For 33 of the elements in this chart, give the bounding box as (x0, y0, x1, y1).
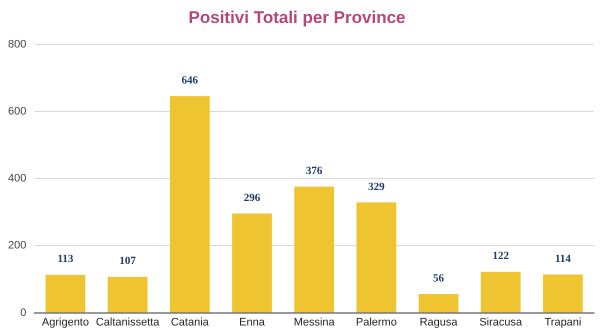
data-label: 122 (492, 250, 510, 262)
chart-title: Positivi Totali per Province (188, 8, 406, 27)
x-tick-label: Trapani (544, 316, 582, 328)
y-tick-label: 200 (8, 240, 26, 252)
y-tick-label: 400 (8, 172, 26, 185)
bar (294, 186, 334, 312)
data-label: 107 (119, 255, 136, 268)
bar (170, 96, 210, 312)
x-tick-label: Ragusa (420, 316, 458, 328)
bar (418, 294, 458, 312)
data-label: 646 (182, 74, 199, 86)
y-tick-label: 600 (8, 106, 26, 118)
x-tick-label: Caltanissetta (96, 316, 160, 328)
x-tick-label: Catania (170, 316, 210, 328)
bar (46, 274, 86, 312)
x-tick-label: Agrigento (42, 316, 89, 328)
x-tick-label: Enna (239, 316, 266, 328)
y-tick-label: 0 (20, 306, 26, 319)
bar (480, 272, 521, 312)
data-label: 56 (433, 272, 445, 284)
bar (356, 202, 396, 312)
data-label: 296 (244, 192, 261, 204)
bar (108, 276, 148, 312)
data-label: 329 (368, 180, 386, 193)
x-tick-label: Palermo (356, 316, 397, 328)
data-label: 376 (306, 164, 323, 177)
y-tick-label: 800 (8, 38, 26, 50)
data-label: 113 (57, 253, 74, 266)
data-label: 114 (554, 252, 572, 265)
x-tick-label: Siracusa (479, 316, 524, 328)
x-tick-label: Messina (294, 316, 336, 328)
bar (543, 274, 583, 312)
bar (232, 213, 272, 312)
